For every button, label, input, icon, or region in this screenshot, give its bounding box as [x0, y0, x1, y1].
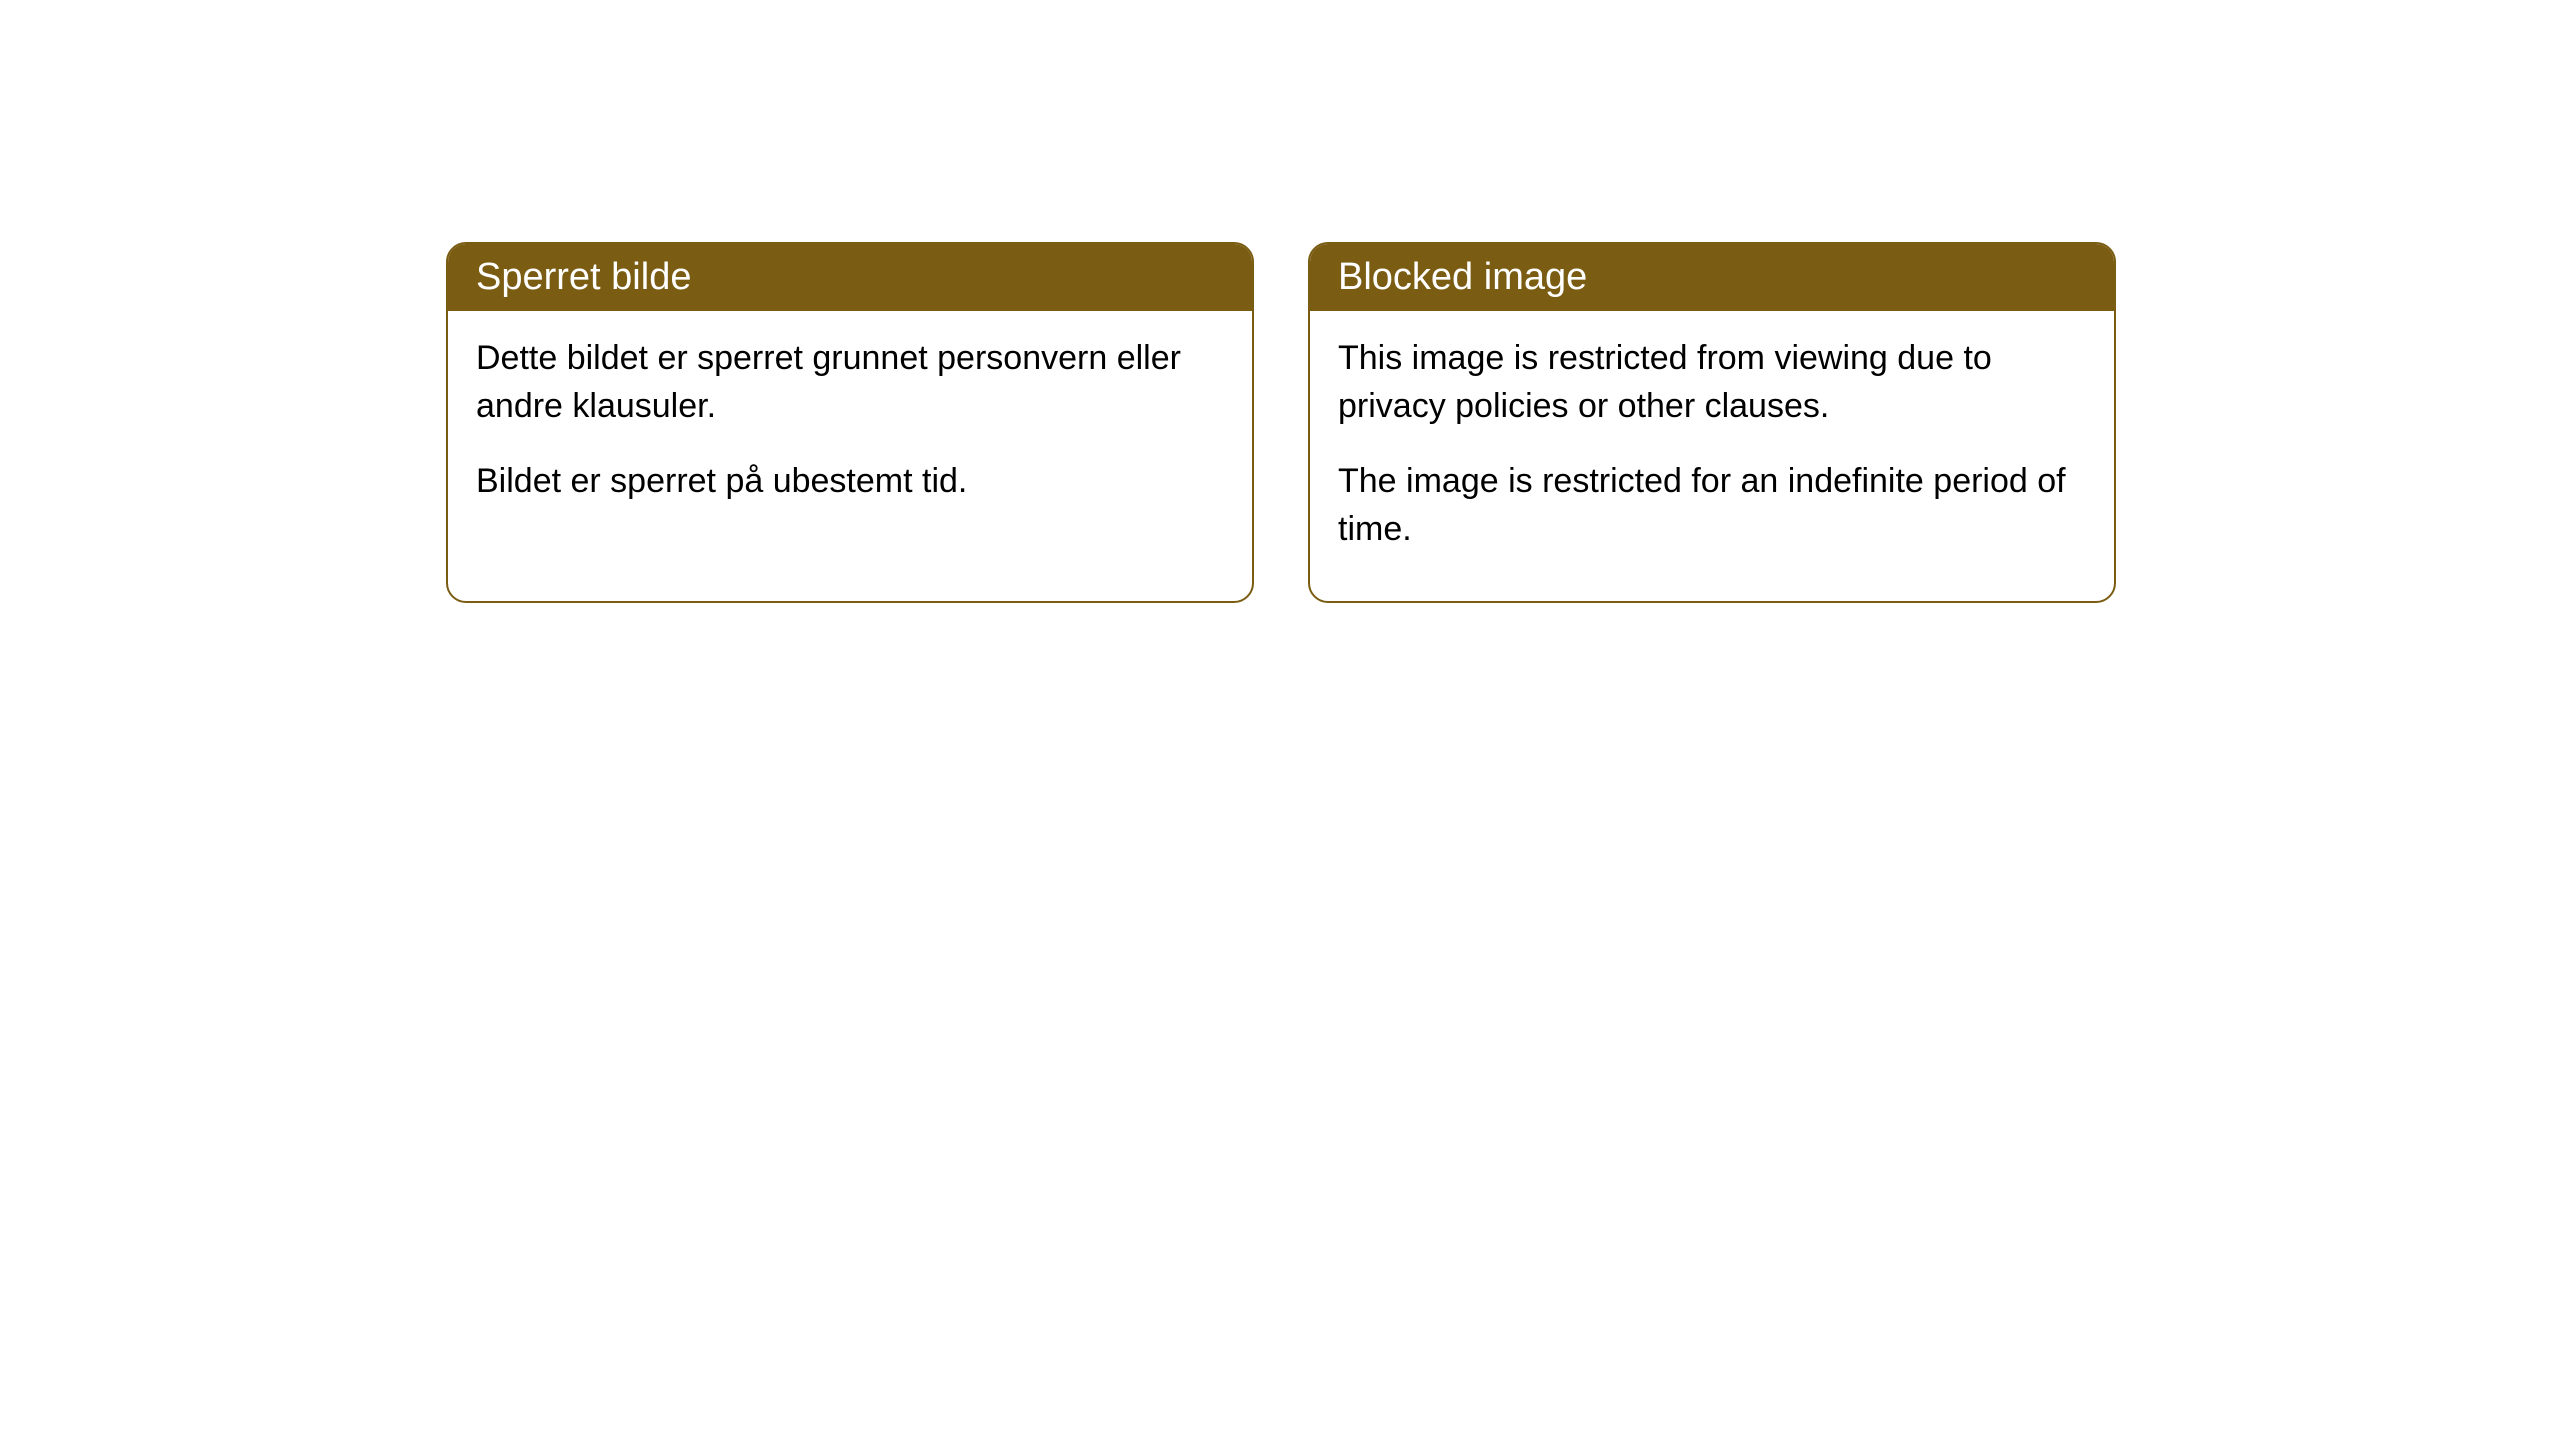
card-body: Dette bildet er sperret grunnet personve…: [448, 311, 1252, 554]
card-paragraph: This image is restricted from viewing du…: [1338, 335, 2086, 430]
card-header: Blocked image: [1310, 244, 2114, 311]
card-paragraph: Dette bildet er sperret grunnet personve…: [476, 335, 1224, 430]
blocked-image-card-english: Blocked image This image is restricted f…: [1308, 242, 2116, 603]
card-paragraph: The image is restricted for an indefinit…: [1338, 458, 2086, 553]
card-title: Sperret bilde: [476, 256, 691, 298]
cards-container: Sperret bilde Dette bildet er sperret gr…: [446, 242, 2116, 603]
blocked-image-card-norwegian: Sperret bilde Dette bildet er sperret gr…: [446, 242, 1254, 603]
card-header: Sperret bilde: [448, 244, 1252, 311]
card-paragraph: Bildet er sperret på ubestemt tid.: [476, 458, 1224, 506]
card-title: Blocked image: [1338, 256, 1587, 298]
card-body: This image is restricted from viewing du…: [1310, 311, 2114, 601]
